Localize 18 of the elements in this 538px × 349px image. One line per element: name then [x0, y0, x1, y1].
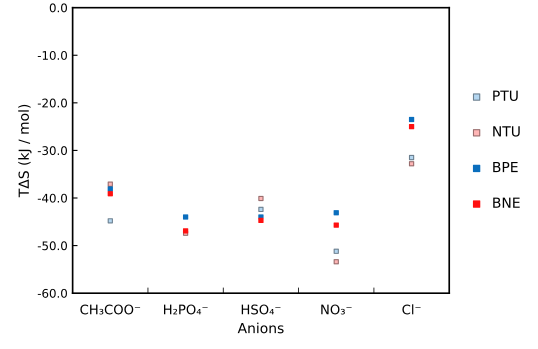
- x-tick-label: Cl⁻: [402, 304, 421, 314]
- x-axis-title: Anions: [238, 322, 284, 334]
- legend-label: NTU: [493, 126, 520, 137]
- x-tick-label: HSO₄⁻: [242, 304, 281, 314]
- legend-label: BNE: [493, 198, 520, 208]
- y-tick-label: -10.0: [38, 50, 67, 60]
- y-tick-label: -40.0: [38, 194, 67, 203]
- legend-label: PTU: [493, 90, 518, 101]
- y-tick-label: -20.0: [38, 98, 67, 108]
- y-tick-label: -30.0: [38, 146, 67, 156]
- y-axis-title: TΔS (kJ / mol): [18, 104, 32, 198]
- x-tick-label: NO₃⁻: [321, 304, 352, 314]
- x-tick-label: H₂PO₄⁻: [164, 304, 208, 314]
- x-tick-label: CH₃COO⁻: [80, 304, 140, 314]
- y-tick-label: 0.0: [50, 3, 67, 12]
- y-tick-label: -50.0: [38, 241, 67, 250]
- y-tick-label: -60.0: [38, 288, 67, 298]
- legend-label: BPE: [493, 162, 518, 172]
